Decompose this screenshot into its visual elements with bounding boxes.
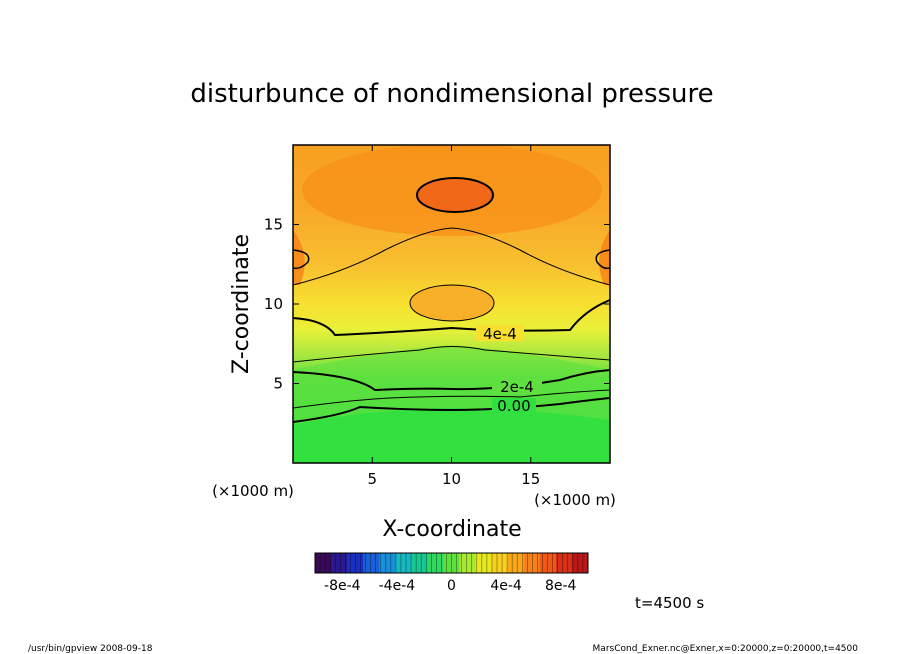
colorbar-swatch [395,553,412,573]
colorbar-swatch [315,553,332,573]
contour-label-group: 4e-4 2e-4 0.00 [476,325,542,415]
contour-0-00 [293,397,610,423]
contour-label: 4e-4 [483,325,517,343]
y-axis-label: Z-coordinate [229,234,254,374]
x-axis-label: X-coordinate [382,517,521,542]
contour-top-core [416,177,494,213]
y-tick-label: 5 [273,375,283,393]
contour-right-bump [595,249,610,270]
contour-field [293,145,610,463]
colorbar [314,552,589,574]
y-tick-label: 15 [264,216,283,234]
field-left-lobe [293,230,305,285]
x-tick-label: 15 [521,470,540,488]
contour-lines [293,177,610,423]
colorbar-swatch [411,553,428,573]
colorbar-swatch [379,553,396,573]
colorbar-swatch [555,553,573,573]
field-low-band [293,408,610,463]
x-axis-ticks: 5 10 15 [367,145,540,488]
colorbar-swatch [459,553,477,573]
chart-title: disturbunce of nondimensional pressure [190,79,713,109]
colorbar-tick-label: 8e-4 [545,578,577,594]
z-unit-label: (×1000 m) [534,491,616,509]
contour-left-bump [293,249,310,270]
colorbar-ticks: -8e-4 -4e-4 0 4e-4 8e-4 [324,578,576,594]
colorbar-tick-label: -4e-4 [379,578,416,594]
contour-mid-core [409,284,495,322]
contour-label: 2e-4 [500,378,534,396]
y-tick-label: 10 [264,295,283,313]
colorbar-swatch [571,553,589,573]
colorbar-swatch [539,553,557,573]
colorbar-tick-label: 0 [447,578,456,594]
contour-thin-low [293,389,610,409]
colorbar-tick-label: -8e-4 [324,578,361,594]
colorbar-swatch [475,553,493,573]
colorbar-swatch [523,553,541,573]
contour-4e-4 [293,299,610,337]
field-mid-core [410,285,494,321]
field-high-core [417,178,493,212]
x-tick-label: 10 [442,470,461,488]
field-right-lobe [599,230,610,285]
time-label: t=4500 s [635,594,704,612]
contour-2e-4 [293,369,610,392]
contour-thin-mid [293,346,610,363]
x-tick-label: 5 [367,470,377,488]
contour-arch [293,227,610,286]
contour-label: 0.00 [497,397,530,415]
colorbar-swatch [507,553,525,573]
colorbar-swatch [491,553,509,573]
x-unit-label: (×1000 m) [212,482,294,500]
colorbar-frame [314,552,589,574]
footer-program: /usr/bin/gpview 2008-09-18 [28,644,153,654]
y-axis-ticks: 5 10 15 [264,216,610,393]
colorbar-tick-label: 4e-4 [490,578,522,594]
footer-source: MarsCond_Exner.nc@Exner,x=0:20000,z=0:20… [593,644,859,654]
